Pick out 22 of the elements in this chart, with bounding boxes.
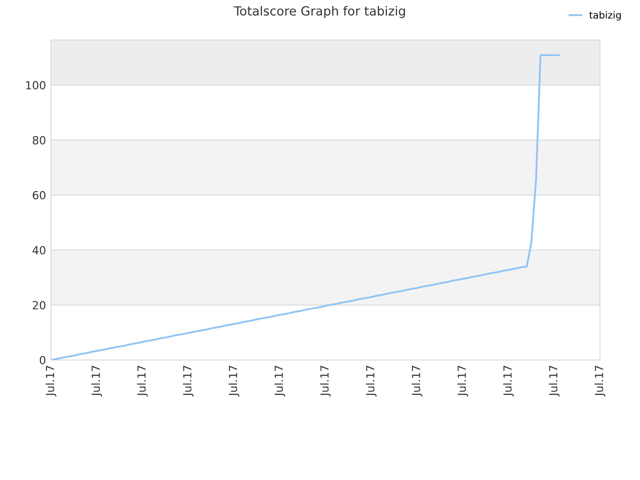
x-tick-label: Jul.17 xyxy=(457,366,468,397)
x-tick-label: Jul.17 xyxy=(320,366,331,397)
y-tick-label: 80 xyxy=(32,136,46,144)
x-tick-label: Jul.17 xyxy=(412,366,422,397)
legend-label: tabizig xyxy=(589,11,621,21)
line-series xyxy=(51,54,560,360)
x-tick-label: Jul.17 xyxy=(503,366,514,397)
x-tick-label: Jul.17 xyxy=(46,366,56,397)
chart-title: Totalscore Graph for tabizig xyxy=(234,6,405,18)
x-tick-label: Jul.17 xyxy=(137,366,148,397)
x-tick-label: Jul.17 xyxy=(228,366,240,397)
x-tick-label: Jul.17 xyxy=(182,366,194,397)
y-tick-label: 0 xyxy=(40,356,46,364)
x-tick-label: Jul.17 xyxy=(548,366,560,397)
x-tick-label: Jul.17 xyxy=(91,366,102,397)
x-tick-label: Jul.17 xyxy=(366,366,377,397)
y-tick-label: 40 xyxy=(32,246,46,254)
y-tick-label: 20 xyxy=(32,300,46,310)
x-tick-label: Jul.17 xyxy=(274,366,286,397)
y-tick-label: 100 xyxy=(26,81,46,90)
x-tick-label: Jul.17 xyxy=(594,366,606,397)
y-tick-label: 60 xyxy=(32,191,46,200)
